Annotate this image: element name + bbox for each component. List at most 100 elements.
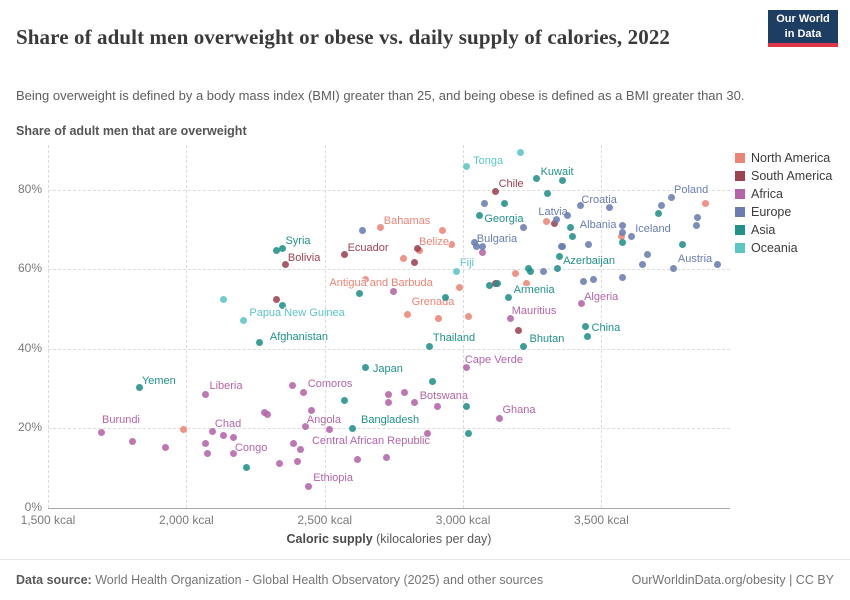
data-point[interactable]	[410, 399, 418, 407]
data-point-mauritius[interactable]	[506, 315, 514, 323]
data-point[interactable]	[654, 209, 662, 217]
data-point[interactable]	[399, 254, 407, 262]
data-point[interactable]	[481, 199, 489, 207]
data-point-chad[interactable]	[208, 428, 216, 436]
data-point-botswana[interactable]	[434, 403, 442, 411]
data-point-cape-verde[interactable]	[463, 364, 471, 372]
data-point[interactable]	[161, 444, 169, 452]
data-point-afghanistan[interactable]	[256, 339, 264, 347]
data-point[interactable]	[472, 243, 480, 251]
data-point[interactable]	[401, 389, 409, 397]
data-point[interactable]	[462, 402, 470, 410]
data-point[interactable]	[500, 200, 508, 208]
data-point[interactable]	[553, 264, 561, 272]
data-point[interactable]	[385, 399, 393, 407]
data-point-algeria[interactable]	[577, 300, 585, 308]
data-point[interactable]	[619, 273, 627, 281]
data-point-thailand[interactable]	[425, 343, 433, 351]
data-point-albania[interactable]	[618, 222, 626, 230]
data-point[interactable]	[293, 457, 301, 465]
data-point[interactable]	[669, 264, 677, 272]
data-point-grenada[interactable]	[404, 310, 412, 318]
data-point[interactable]	[441, 294, 449, 302]
data-point-bulgaria[interactable]	[479, 243, 487, 251]
owid-logo[interactable]: Our World in Data	[768, 10, 838, 47]
data-point[interactable]	[179, 426, 187, 434]
legend-item-europe[interactable]: Europe	[735, 205, 832, 219]
data-point[interactable]	[516, 148, 524, 156]
data-point-antigua-and-barbuda[interactable]	[361, 276, 369, 284]
data-point[interactable]	[678, 241, 686, 249]
data-point[interactable]	[512, 269, 520, 277]
data-point[interactable]	[658, 201, 666, 209]
data-point-congo[interactable]	[229, 450, 237, 458]
data-point[interactable]	[455, 284, 463, 292]
data-point-bahamas[interactable]	[376, 224, 384, 232]
data-point-poland[interactable]	[667, 193, 675, 201]
data-point-iceland[interactable]	[619, 229, 627, 237]
data-point-burundi[interactable]	[98, 429, 106, 437]
data-point[interactable]	[542, 218, 550, 226]
data-point[interactable]	[326, 425, 334, 433]
data-point-central-african-republic[interactable]	[290, 439, 298, 447]
data-point[interactable]	[585, 240, 593, 248]
legend-item-north-america[interactable]: North America	[735, 151, 832, 165]
data-point[interactable]	[559, 242, 567, 250]
data-point-belize[interactable]	[448, 241, 456, 249]
data-point[interactable]	[230, 433, 238, 441]
data-point-austria[interactable]	[713, 261, 721, 269]
data-point-yemen[interactable]	[136, 384, 144, 392]
data-point[interactable]	[278, 245, 286, 253]
data-point[interactable]	[413, 245, 421, 253]
legend-item-asia[interactable]: Asia	[735, 223, 832, 237]
data-point-kuwait[interactable]	[558, 176, 566, 184]
data-point[interactable]	[289, 382, 297, 390]
data-point-bolivia[interactable]	[281, 260, 289, 268]
data-point[interactable]	[464, 313, 472, 321]
data-point[interactable]	[486, 281, 494, 289]
data-point[interactable]	[638, 260, 646, 268]
data-point[interactable]	[411, 258, 419, 266]
data-point[interactable]	[693, 213, 701, 221]
data-point[interactable]	[539, 268, 547, 276]
data-point[interactable]	[525, 265, 533, 273]
data-point[interactable]	[522, 279, 530, 287]
data-point[interactable]	[438, 226, 446, 234]
data-point[interactable]	[543, 189, 551, 197]
data-point-croatia[interactable]	[605, 204, 613, 212]
data-point[interactable]	[643, 251, 651, 259]
data-point[interactable]	[424, 429, 432, 437]
data-point[interactable]	[341, 396, 349, 404]
legend-item-africa[interactable]: Africa	[735, 187, 832, 201]
data-point-tonga[interactable]	[462, 162, 470, 170]
data-point[interactable]	[550, 219, 558, 227]
data-point-liberia[interactable]	[202, 390, 210, 398]
data-point-fiji[interactable]	[453, 267, 461, 275]
data-point[interactable]	[478, 249, 486, 257]
data-point[interactable]	[515, 327, 523, 335]
data-point[interactable]	[358, 226, 366, 234]
data-point[interactable]	[243, 464, 251, 472]
data-point[interactable]	[385, 390, 393, 398]
data-point-bhutan[interactable]	[520, 343, 528, 351]
data-point[interactable]	[296, 446, 304, 454]
data-point[interactable]	[583, 333, 591, 341]
data-point[interactable]	[471, 238, 479, 246]
data-point[interactable]	[382, 454, 390, 462]
data-point[interactable]	[279, 302, 287, 310]
data-point[interactable]	[564, 212, 572, 220]
data-point[interactable]	[579, 278, 587, 286]
data-point[interactable]	[493, 279, 501, 287]
data-point[interactable]	[203, 449, 211, 457]
data-point-japan[interactable]	[362, 364, 370, 372]
data-point[interactable]	[220, 432, 228, 440]
data-point[interactable]	[220, 296, 228, 304]
data-point[interactable]	[692, 222, 700, 230]
data-point-chile[interactable]	[491, 187, 499, 195]
data-point[interactable]	[627, 233, 635, 241]
data-point-papua-new-guinea[interactable]	[239, 316, 247, 324]
data-point[interactable]	[128, 437, 136, 445]
data-point-comoros[interactable]	[299, 389, 307, 397]
data-point-ecuador[interactable]	[340, 250, 348, 258]
data-point-china[interactable]	[582, 323, 590, 331]
